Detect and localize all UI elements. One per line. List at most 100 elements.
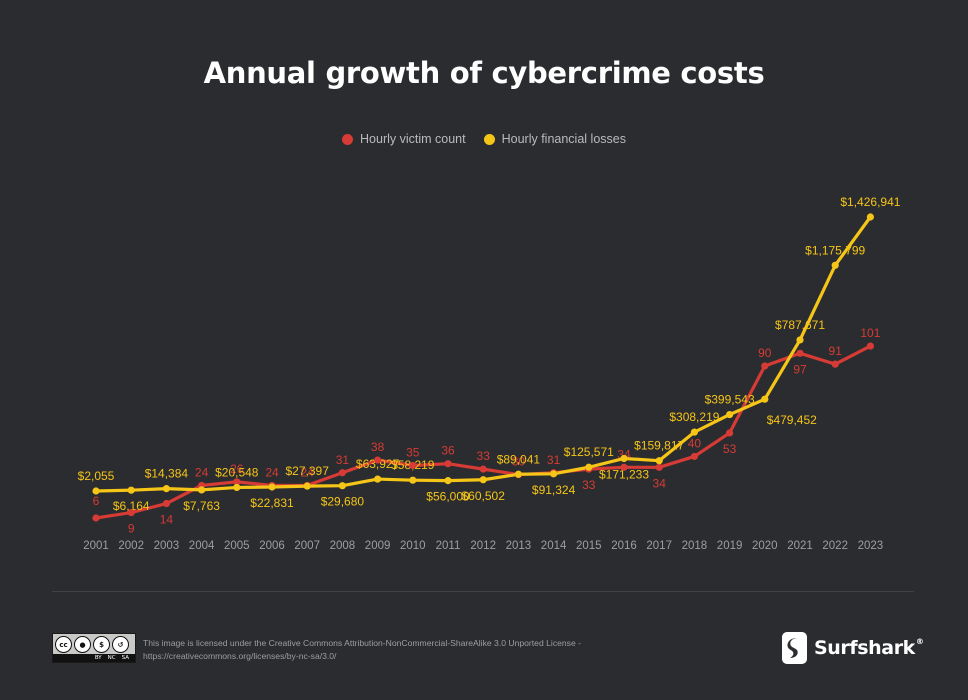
data-point-losses — [726, 410, 734, 419]
x-tick-label: 2012 — [470, 540, 496, 552]
data-label-victims: 33 — [582, 478, 596, 492]
data-point-victims — [796, 349, 804, 357]
data-point-victims — [479, 465, 487, 473]
data-point-victims — [831, 360, 839, 368]
data-label-victims: 38 — [371, 440, 385, 454]
x-tick-label: 2019 — [717, 540, 743, 552]
data-label-losses: $63,927 — [356, 457, 400, 471]
data-label-victims: 24 — [195, 465, 209, 479]
data-label-victims: 31 — [547, 453, 561, 467]
data-label-losses: $308,219 — [669, 410, 719, 424]
data-label-victims: 101 — [860, 326, 880, 340]
data-point-victims — [409, 461, 417, 470]
data-point-losses — [162, 485, 170, 493]
data-label-victims: 40 — [688, 436, 702, 450]
cc-label-sa: SA — [121, 655, 129, 661]
data-point-losses — [479, 476, 487, 484]
data-point-losses — [444, 477, 452, 485]
data-label-losses: $2,055 — [78, 469, 115, 483]
data-point-victims — [726, 429, 734, 437]
data-label-victims: 24 — [301, 465, 315, 479]
data-point-victims — [233, 478, 241, 486]
x-tick-label: 2020 — [752, 540, 778, 552]
data-label-losses: $479,452 — [767, 413, 817, 427]
data-point-victims — [444, 460, 452, 468]
data-label-losses: $91,324 — [532, 483, 576, 497]
data-label-losses: $159,817 — [634, 439, 684, 453]
legend-item-victims: Hourly victim count — [342, 132, 466, 146]
x-tick-label: 2016 — [611, 540, 637, 552]
data-point-victims — [127, 508, 135, 517]
by-attribution-icon: ● — [74, 636, 91, 653]
cc-license-badge[interactable]: cc ● $ ↺ BY NC SA — [52, 633, 136, 663]
data-point-losses — [92, 487, 100, 495]
x-tick-label: 2017 — [646, 540, 672, 552]
surfshark-logo-icon — [782, 632, 807, 664]
x-tick-label: 2013 — [506, 540, 532, 552]
data-label-victims: 14 — [160, 513, 174, 527]
line-chart: 2001 2002 2003 2004 2005 2006 2007 2008 2009 2010… — [78, 195, 901, 552]
x-tick-label: 2003 — [154, 540, 180, 552]
data-label-victims: 91 — [829, 344, 843, 358]
x-tick-label: 2008 — [330, 540, 356, 552]
legend-label-victims: Hourly victim count — [360, 132, 466, 146]
x-tick-label: 2010 — [400, 540, 426, 552]
data-label-victims: 35 — [406, 446, 420, 460]
data-point-losses — [761, 395, 769, 403]
data-point-victims — [338, 469, 346, 477]
x-tick-label: 2006 — [259, 540, 285, 552]
data-point-victims — [690, 452, 699, 461]
data-label-losses: $22,831 — [250, 496, 294, 510]
sa-sharealike-icon: ↺ — [112, 636, 129, 653]
data-label-victims: 53 — [723, 442, 737, 456]
brand-logo: Surfshark® — [782, 632, 924, 664]
data-point-victims — [761, 362, 769, 370]
data-point-losses — [550, 470, 558, 478]
data-label-losses: $29,680 — [321, 495, 365, 509]
data-label-victims: 33 — [477, 449, 491, 463]
x-tick-label: 2014 — [541, 540, 567, 552]
cc-strip: BY NC SA — [53, 654, 135, 662]
x-tick-label: 2018 — [682, 540, 708, 552]
data-label-losses: $1,175,799 — [805, 243, 865, 257]
data-point-losses — [198, 486, 206, 494]
data-point-victims — [620, 463, 628, 471]
data-label-losses: $7,763 — [183, 499, 220, 513]
data-point-victims — [374, 456, 382, 464]
data-label-losses: $399,543 — [705, 393, 755, 407]
data-label-losses: $60,502 — [462, 489, 506, 503]
data-label-losses: $14,384 — [145, 467, 189, 481]
data-point-losses — [303, 482, 311, 490]
data-label-victims: 9 — [128, 522, 135, 536]
cc-label-nc: NC — [107, 655, 116, 661]
data-label-losses: $1,426,941 — [840, 195, 900, 209]
data-label-victims: 34 — [653, 476, 667, 490]
data-label-victims: 24 — [265, 465, 279, 479]
x-tick-label: 2002 — [118, 540, 144, 552]
legend-item-losses: Hourly financial losses — [483, 132, 626, 146]
x-tick-label: 2021 — [787, 540, 813, 552]
x-tick-label: 2007 — [294, 540, 320, 552]
data-point-losses — [514, 470, 523, 478]
legend-label-losses: Hourly financial losses — [501, 132, 626, 146]
data-label-losses: $171,233 — [599, 467, 649, 481]
legend-dot-losses — [483, 133, 495, 145]
data-label-victims: 36 — [441, 444, 455, 458]
data-label-losses: $89,041 — [497, 452, 541, 466]
registered-mark: ® — [915, 637, 924, 646]
data-point-victims — [655, 463, 663, 471]
data-point-losses — [585, 463, 593, 471]
data-point-victims — [866, 342, 875, 350]
data-label-victims: 30 — [512, 455, 526, 469]
data-label-victims: 31 — [336, 453, 350, 467]
data-label-victims: 26 — [230, 462, 244, 476]
data-point-losses — [690, 428, 699, 436]
data-point-losses — [796, 336, 804, 344]
data-label-losses: $6,164 — [113, 499, 150, 513]
data-point-losses — [655, 457, 663, 465]
legend-dot-victims — [342, 133, 354, 145]
chart-title: Annual growth of cybercrime costs — [203, 56, 765, 90]
x-tick-label: 2022 — [822, 540, 848, 552]
data-label-victims: 97 — [793, 362, 807, 376]
data-label-losses: $56,000 — [426, 490, 470, 504]
